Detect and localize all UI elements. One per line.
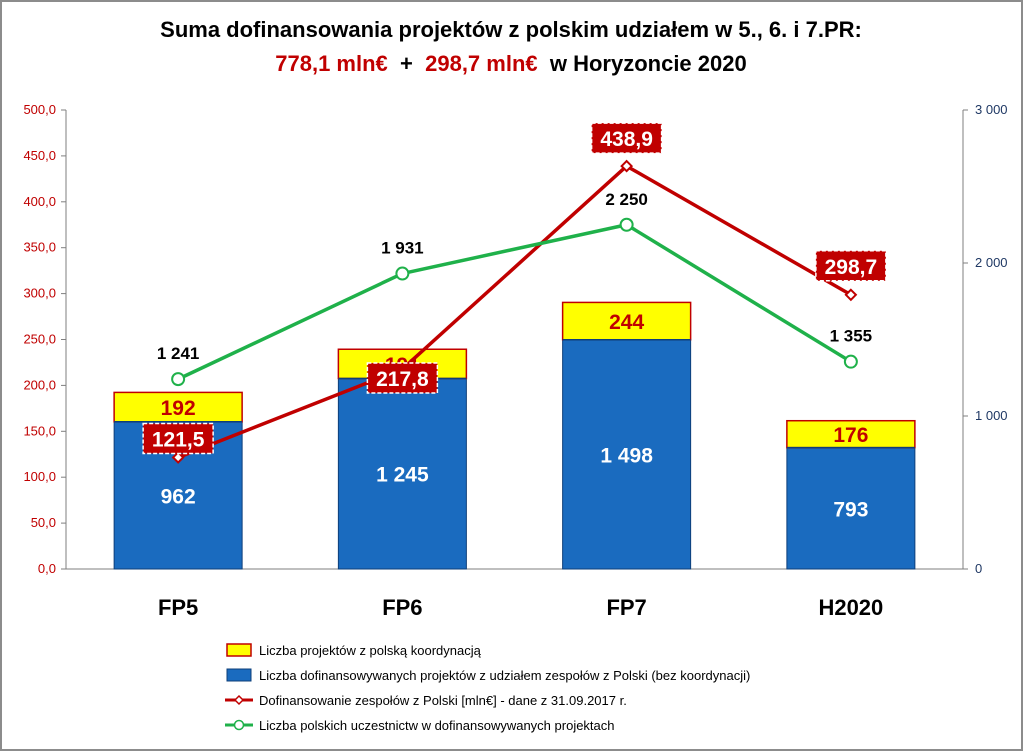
y-left-tick-label: 350,0 [23,240,56,255]
y-left-tick-label: 100,0 [23,469,56,484]
subtitle-suffix: w Horyzoncie 2020 [544,51,747,76]
y-right-tick-label: 3 000 [975,102,1008,117]
x-tick-label: FP7 [606,595,646,620]
axes: 0,0 50,0 100,0 150,0 200,0 250,0 300,0 350,0 400… [23,102,1007,620]
legend-label-participation: Liczba dofinansowywanych projektów z udz… [259,668,750,683]
subtitle-total-h2020: 298,7 mln€ [425,51,538,76]
lines [171,159,858,464]
series-line-funding [177,164,852,460]
funding-label-box [142,422,214,455]
bar-base [337,377,467,570]
series-point-funding [620,159,634,173]
funding-label-box [590,122,663,154]
bar-top [561,301,692,341]
series-line-participations [177,223,852,381]
y-left-tick-label: 0,0 [38,561,56,576]
bar-base-label: 793 [833,498,868,521]
participations-label: 1 931 [381,239,424,258]
participations-label: 2 250 [605,190,648,209]
legend-swatch-participation [226,668,252,682]
series-point-funding [171,451,185,464]
bar-base-label: 1 245 [376,464,429,487]
bar-base-label: 1 498 [600,444,653,467]
funding-label: 438,9 [600,128,653,151]
y-right-tick-label: 0 [975,561,982,576]
legend-swatch-coordination [226,643,252,657]
bar-top-label: 192 [161,397,196,420]
chart-subtitle: 778,1 mln€ + 298,7 mln€ w Horyzoncie 202… [275,51,746,76]
y-left-tick-label: 450,0 [23,148,56,163]
funding-label: 217,8 [376,368,429,391]
series-point-participations [843,354,858,369]
x-tick-label: FP6 [382,595,422,620]
participations-label: 1 355 [830,327,873,346]
y-left-tick-label: 200,0 [23,377,56,392]
funding-label-box [815,250,887,282]
y-right-tick-label: 2 000 [975,255,1008,270]
legend-label-coordination: Liczba projektów z polską koordynacją [259,643,482,658]
y-left-tick-label: 400,0 [23,194,56,209]
bar-top [113,391,243,423]
y-left-tick-label: 300,0 [23,286,56,301]
x-tick-label: H2020 [818,595,883,620]
bar-base [562,339,692,570]
legend-marker-funding [233,694,245,706]
y-left-tick-label: 50,0 [31,515,56,530]
series-point-participations [619,217,634,232]
y-right-tick-label: 1 000 [975,408,1008,423]
subtitle-total-fp: 778,1 mln€ [275,51,388,76]
bar-base-label: 962 [161,485,196,508]
legend: Liczba projektów z polską koordynacją Lic… [225,643,750,733]
bar-top-label: 244 [609,311,644,334]
bar-top-label: 176 [833,424,868,447]
series-point-participations [171,372,186,387]
legend-marker-participations [233,719,245,731]
chart-title: Suma dofinansowania projektów z polskim … [160,17,862,42]
legend-label-funding: Dofinansowanie zespołów z Polski [mln€] … [259,693,627,708]
y-left-tick-label: 500,0 [23,102,56,117]
y-left-tick-label: 250,0 [23,332,56,347]
bars [113,301,916,570]
y-left-tick-label: 150,0 [23,423,56,438]
bar-base [786,447,916,570]
subtitle-plus: + [394,51,419,76]
funding-label: 121,5 [152,428,205,451]
participations-label: 1 241 [157,344,200,363]
funding-label: 298,7 [825,256,878,279]
series-point-participations [395,266,410,281]
x-tick-label: FP5 [158,595,198,620]
funding-label-box [366,362,439,394]
series-point-funding [844,288,858,302]
legend-label-participations: Liczba polskich uczestnictw w dofinansow… [259,718,615,733]
